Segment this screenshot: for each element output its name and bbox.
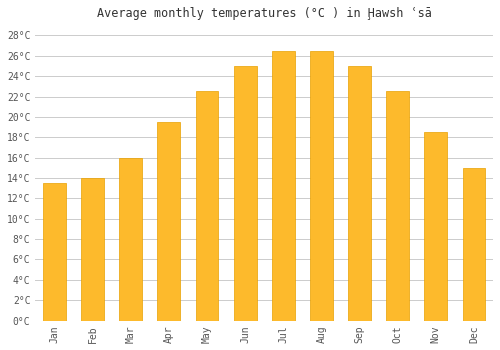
Bar [81,178,104,321]
Bar [424,132,448,321]
Bar [272,51,294,321]
Bar [43,183,66,321]
Bar [119,158,142,321]
Bar [234,66,256,321]
Bar [386,91,409,321]
Bar [310,51,333,321]
Bar [158,122,180,321]
Bar [196,91,218,321]
Bar [462,168,485,321]
Bar [348,66,371,321]
Title: Average monthly temperatures (°C ) in Ḩawsh ʿsā: Average monthly temperatures (°C ) in Ḩa… [96,7,431,20]
